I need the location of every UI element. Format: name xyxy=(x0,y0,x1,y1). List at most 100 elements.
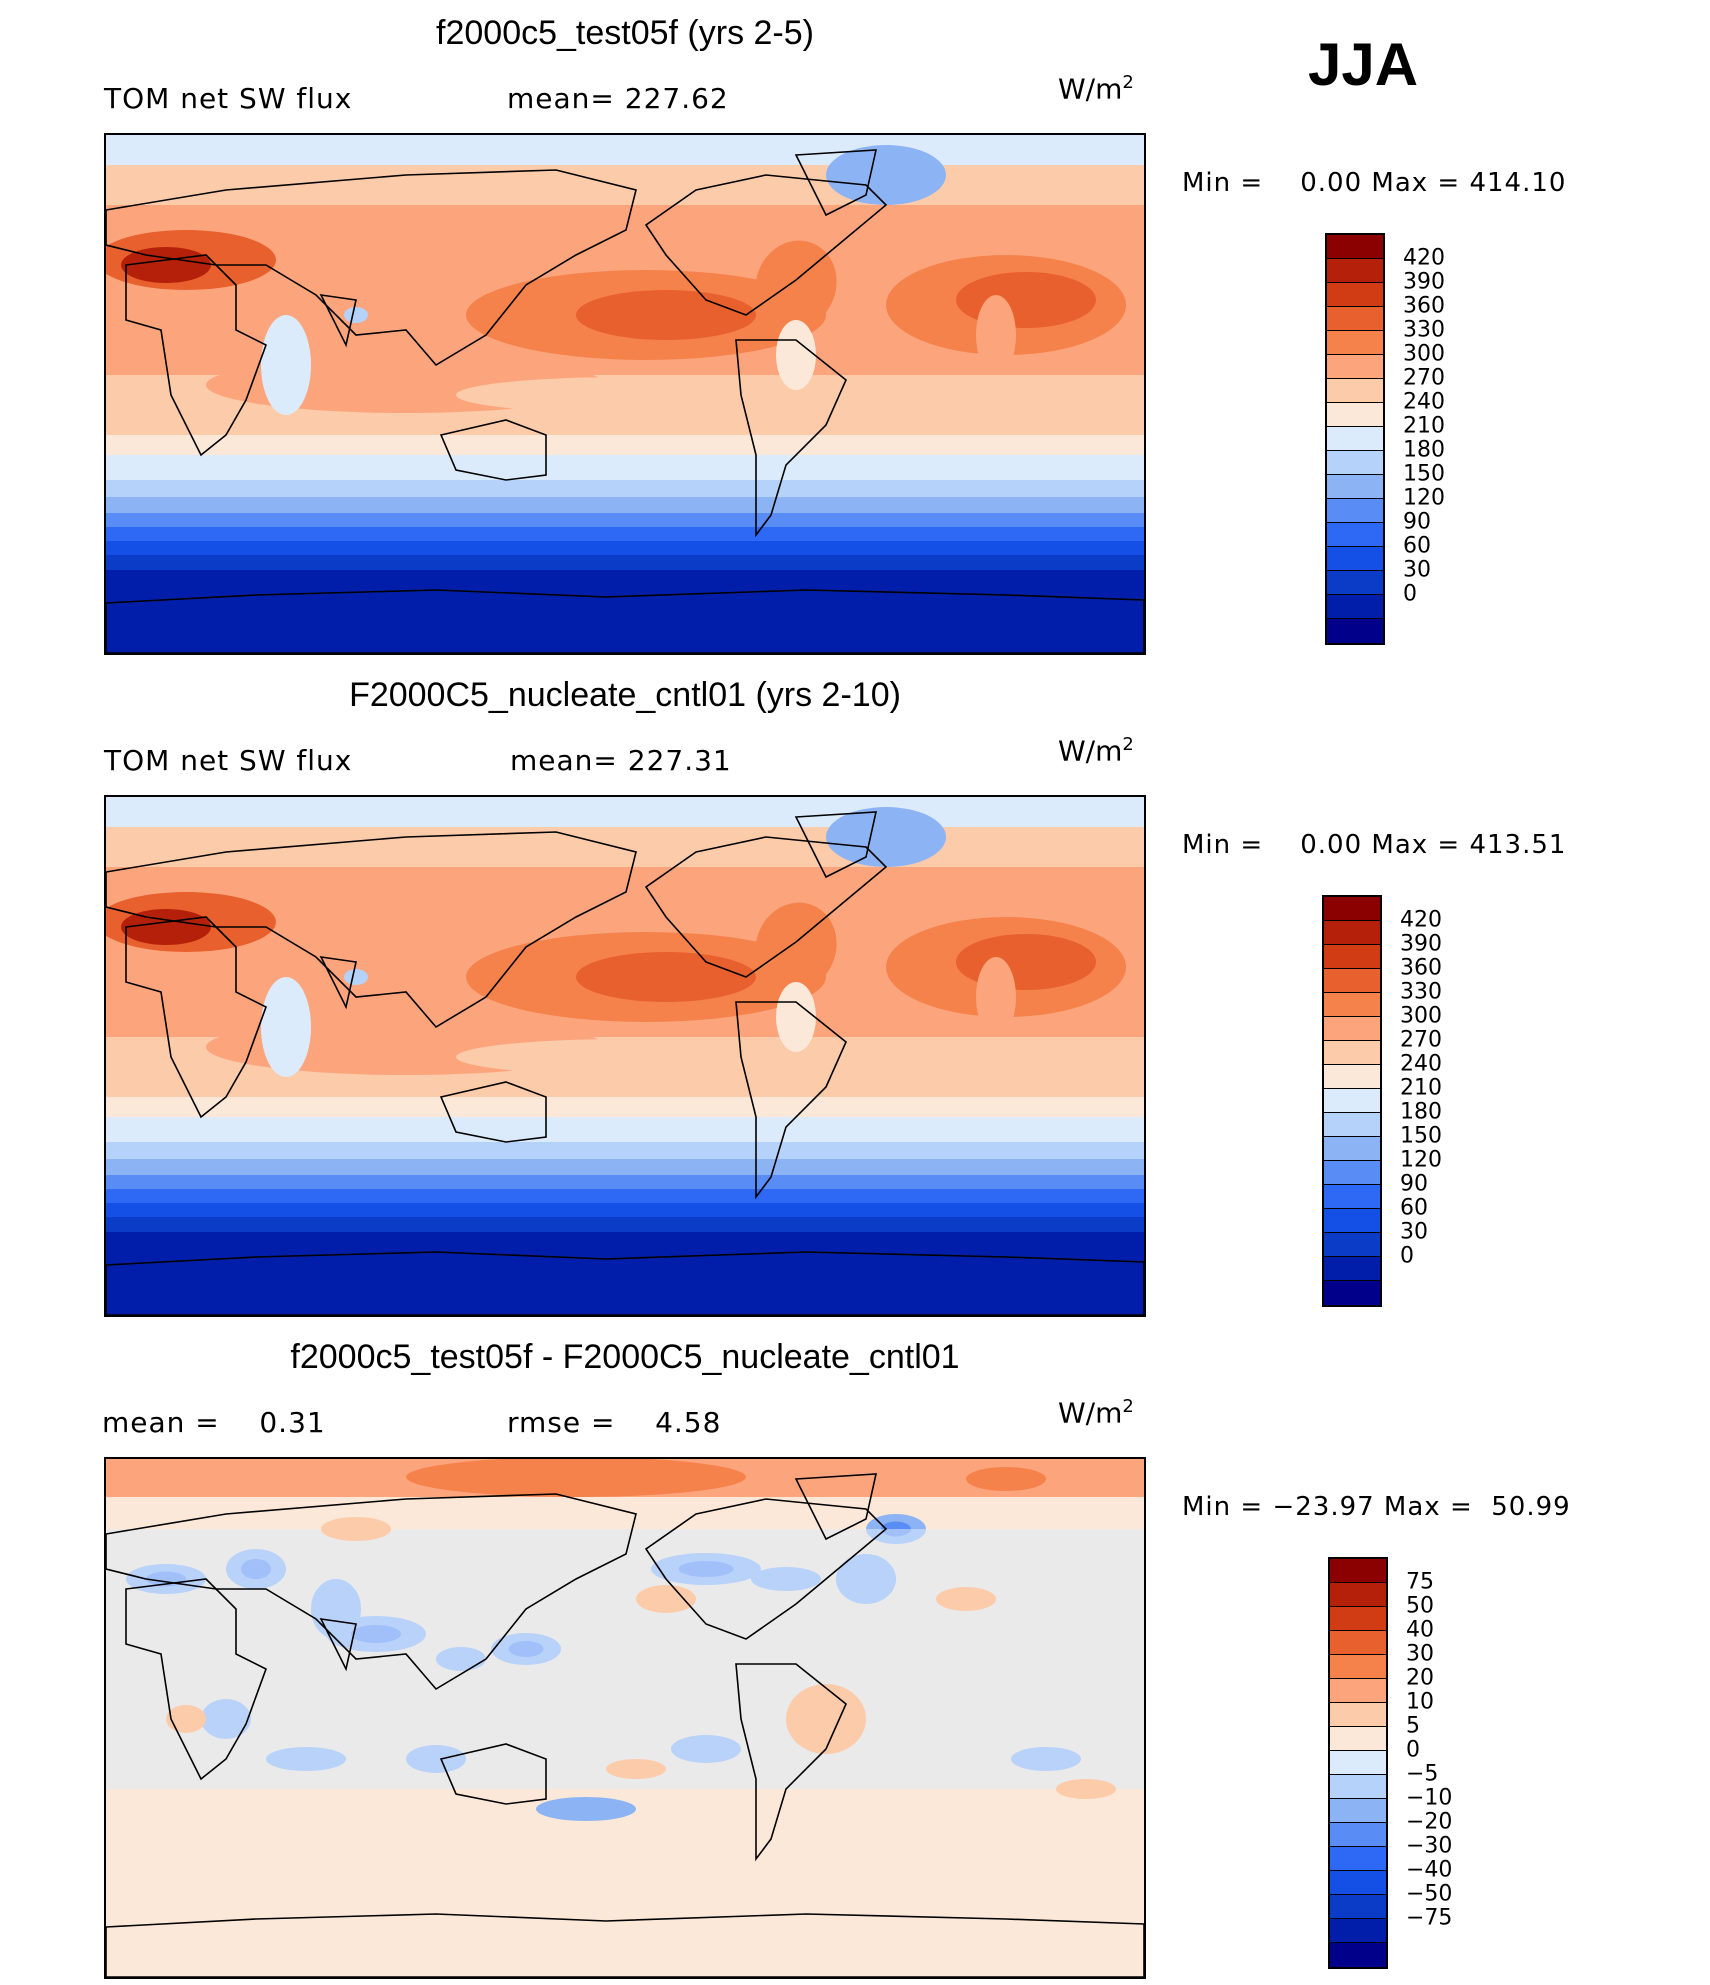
coastline xyxy=(319,1617,357,1672)
colorbar-tick-label: 0 xyxy=(1400,1243,1414,1269)
colorbar-tick-label: 180 xyxy=(1403,437,1445,463)
coastline xyxy=(644,836,888,978)
colorbar-tick-label: 20 xyxy=(1406,1665,1434,1691)
contour-region xyxy=(536,1797,636,1821)
colorbar-swatch: 180 xyxy=(1327,427,1445,463)
colorbar-swatch: −75 xyxy=(1330,1895,1452,1931)
season-label: JJA xyxy=(1308,31,1419,98)
colorbar-tick-label: 50 xyxy=(1406,1593,1434,1619)
contour-region xyxy=(636,1585,696,1613)
colorbar-swatch: 180 xyxy=(1324,1089,1442,1125)
contour-band xyxy=(106,1529,1144,1789)
coastline xyxy=(794,811,878,879)
coastline xyxy=(735,339,847,538)
contour-region xyxy=(826,807,946,867)
colorbar-tick-label: 360 xyxy=(1400,955,1442,981)
contour-region xyxy=(344,307,368,323)
contour-band xyxy=(106,1252,1144,1315)
colorbar-swatch: 90 xyxy=(1327,499,1431,535)
panel-2-map xyxy=(104,795,1146,1317)
map-plot xyxy=(106,135,1144,653)
colorbar-swatch: −20 xyxy=(1330,1799,1452,1835)
panel-1-title: f2000c5_test05f (yrs 2-5) xyxy=(436,14,814,52)
colorbar-swatch: 210 xyxy=(1324,1065,1442,1101)
contour-region xyxy=(576,290,756,340)
coastline xyxy=(644,1498,888,1640)
colorbar-tick-label: −30 xyxy=(1406,1833,1453,1859)
colorbar-swatch: 120 xyxy=(1324,1137,1442,1173)
colorbar-tick-label: 270 xyxy=(1400,1027,1442,1053)
colorbar-tick-label: 240 xyxy=(1400,1051,1442,1077)
contour-band xyxy=(106,570,1144,590)
panel-3-mean-label: mean = 0.31 xyxy=(102,1406,326,1439)
colorbar-swatch: 20 xyxy=(1330,1655,1434,1691)
colorbar-tick-label: 330 xyxy=(1400,979,1442,1005)
colorbar-tick-label: −40 xyxy=(1406,1857,1453,1883)
panel-2-title: F2000C5_nucleate_cntl01 (yrs 2-10) xyxy=(349,676,901,714)
colorbar-swatch: 10 xyxy=(1330,1679,1434,1715)
contour-band xyxy=(106,165,1144,205)
contour-band xyxy=(106,1142,1144,1159)
coastline xyxy=(125,916,267,1119)
contour-band xyxy=(106,455,1144,480)
colorbar-tick-label: 5 xyxy=(1406,1713,1420,1739)
colorbar-swatch: 390 xyxy=(1327,259,1445,295)
colorbar-swatch: 120 xyxy=(1327,475,1445,511)
contour-region xyxy=(976,295,1016,375)
contour-region xyxy=(344,969,368,985)
colorbar-tick-label: 30 xyxy=(1400,1219,1428,1245)
colorbar-swatch: 240 xyxy=(1324,1041,1442,1077)
colorbar-tick-label: 90 xyxy=(1403,509,1431,535)
colorbar-swatch: 360 xyxy=(1327,283,1445,319)
panel-1-map xyxy=(104,133,1146,655)
colorbar-swatch xyxy=(1330,1919,1386,1943)
colorbar-swatch: −50 xyxy=(1330,1871,1452,1907)
colorbar-swatch: −40 xyxy=(1330,1847,1452,1883)
colorbar-tick-label: 10 xyxy=(1406,1689,1434,1715)
colorbar-tick-label: 120 xyxy=(1403,485,1445,511)
panel-3-map xyxy=(104,1457,1146,1979)
colorbar-tick-label: 30 xyxy=(1403,557,1431,583)
colorbar-swatch: 40 xyxy=(1330,1607,1434,1643)
colorbar-tick-label: 420 xyxy=(1400,907,1442,933)
panel-2-colorbar: 420 390 360 330 300 270 240 210 180 150 120 90 60 30 0 xyxy=(1322,895,1442,1307)
panel-2-field-label: TOM net SW flux xyxy=(104,744,353,777)
contour-band xyxy=(106,797,1144,827)
colorbar-swatch xyxy=(1330,1943,1386,1967)
contour-region xyxy=(936,1587,996,1611)
colorbar-swatch: 240 xyxy=(1327,379,1445,415)
colorbar-tick-label: 390 xyxy=(1403,269,1445,295)
coastline xyxy=(125,254,267,457)
contour-region xyxy=(826,145,946,205)
coastline xyxy=(794,149,878,217)
panel-3-units: W/m2 xyxy=(1058,1396,1134,1430)
contour-region xyxy=(261,315,311,415)
coastline xyxy=(106,1493,637,1691)
colorbar-swatch: −30 xyxy=(1330,1823,1452,1859)
coastline xyxy=(794,1473,878,1541)
contour-region xyxy=(956,272,1096,328)
contour-region xyxy=(776,982,816,1052)
colorbar-swatch: 75 xyxy=(1330,1559,1434,1595)
colorbar-swatch xyxy=(1327,619,1383,643)
contour-band xyxy=(106,590,1144,653)
colorbar-swatch: 330 xyxy=(1327,307,1445,343)
colorbar-tick-label: 360 xyxy=(1403,293,1445,319)
panel-1-minmax: Min = 0.00 Max = 414.10 xyxy=(1182,168,1567,198)
colorbar-swatch: 420 xyxy=(1327,235,1445,271)
colorbar-tick-label: −10 xyxy=(1406,1785,1453,1811)
contour-region xyxy=(776,320,816,390)
panel-2-mean-label: mean= 227.31 xyxy=(510,744,732,777)
colorbar-tick-label: 180 xyxy=(1400,1099,1442,1125)
colorbar-tick-label: 60 xyxy=(1403,533,1431,559)
colorbar-tick-label: 60 xyxy=(1400,1195,1428,1221)
coastline xyxy=(106,589,1144,653)
coastline xyxy=(106,1251,1144,1315)
contour-region xyxy=(976,957,1016,1037)
coastline xyxy=(644,174,888,316)
colorbar-swatch: 0 xyxy=(1324,1233,1414,1269)
contour-band xyxy=(106,1175,1144,1189)
coastline xyxy=(319,293,357,348)
contour-region xyxy=(121,247,211,283)
contour-region xyxy=(966,1467,1046,1491)
